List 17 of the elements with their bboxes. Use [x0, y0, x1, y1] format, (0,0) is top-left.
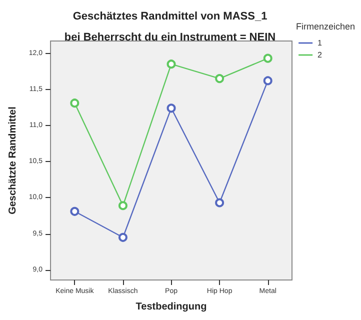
chart-title: Geschätztes Randmittel von MASS_1 [72, 10, 268, 22]
point [263, 54, 272, 63]
point [70, 206, 80, 216]
y-axis-title: Geschätzte Randmittel [8, 106, 18, 214]
point [166, 104, 176, 113]
legend-label: 2 [318, 50, 323, 60]
x-axis-title: Testbedingung [136, 302, 207, 312]
legend-title: Firmenzeichen [296, 22, 356, 32]
legend-label: 1 [318, 38, 323, 48]
point [118, 232, 128, 242]
point [215, 74, 224, 84]
point [166, 60, 176, 69]
point [215, 198, 224, 208]
point [70, 98, 80, 108]
chart-subtitle: bei Beherrscht du ein Instrument = NEIN [64, 32, 276, 44]
point [263, 76, 272, 86]
point [118, 201, 128, 210]
